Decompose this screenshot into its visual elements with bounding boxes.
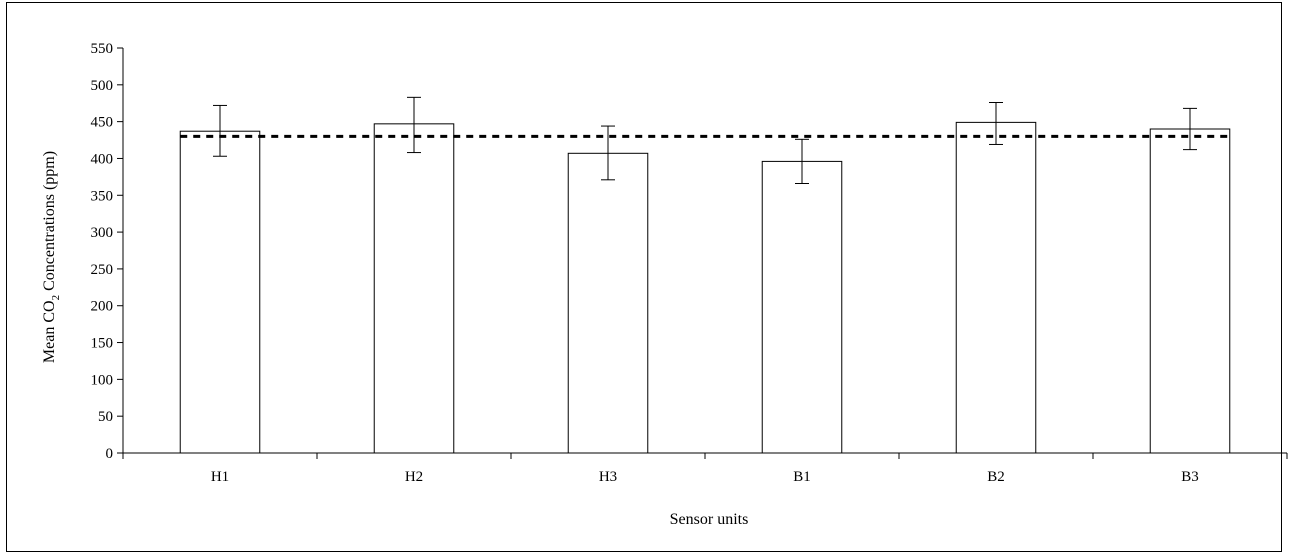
x-tick-label: B3 <box>1181 469 1199 485</box>
x-tick-label: H1 <box>211 469 229 485</box>
y-tick-label: 0 <box>106 446 114 462</box>
x-axis: H1 H2 H3 B1 B2 B3 <box>122 452 1288 485</box>
bar-h2 <box>373 123 455 454</box>
x-tick-label: H2 <box>405 469 423 485</box>
bars <box>179 121 1231 454</box>
error-bars <box>213 96 1197 184</box>
bar-b3 <box>1149 128 1231 454</box>
x-tick-label: B1 <box>793 469 811 485</box>
y-axis-label: Mean CO2 Concentrations (ppm) <box>41 151 62 363</box>
bar-h1 <box>179 130 261 454</box>
x-tick-label: H3 <box>599 469 617 485</box>
y-tick-label: 300 <box>91 225 114 241</box>
y-axis-label-rest: Concentrations (ppm) <box>41 151 58 295</box>
bar-b1 <box>761 160 843 454</box>
x-tick-label: B2 <box>987 469 1005 485</box>
y-tick-label: 50 <box>98 409 113 425</box>
y-tick-label: 100 <box>91 372 114 388</box>
x-axis-label: Sensor units <box>670 511 749 528</box>
bar-h3 <box>567 152 649 454</box>
y-tick-label: 350 <box>91 188 114 204</box>
bar-b2 <box>955 121 1037 454</box>
y-tick-label: 450 <box>91 115 114 131</box>
y-tick-label: 150 <box>91 336 114 352</box>
y-axis-label-main: Mean CO <box>41 300 58 363</box>
y-tick-label: 500 <box>91 78 114 94</box>
y-tick-label: 250 <box>91 262 114 278</box>
y-tick-label: 200 <box>91 299 114 315</box>
y-axis: 0 50 100 150 200 250 300 350 400 450 500 550 <box>91 41 124 462</box>
y-axis-label-subscript: 2 <box>50 295 62 301</box>
y-tick-label: 400 <box>91 151 114 167</box>
y-tick-label: 550 <box>91 41 114 57</box>
